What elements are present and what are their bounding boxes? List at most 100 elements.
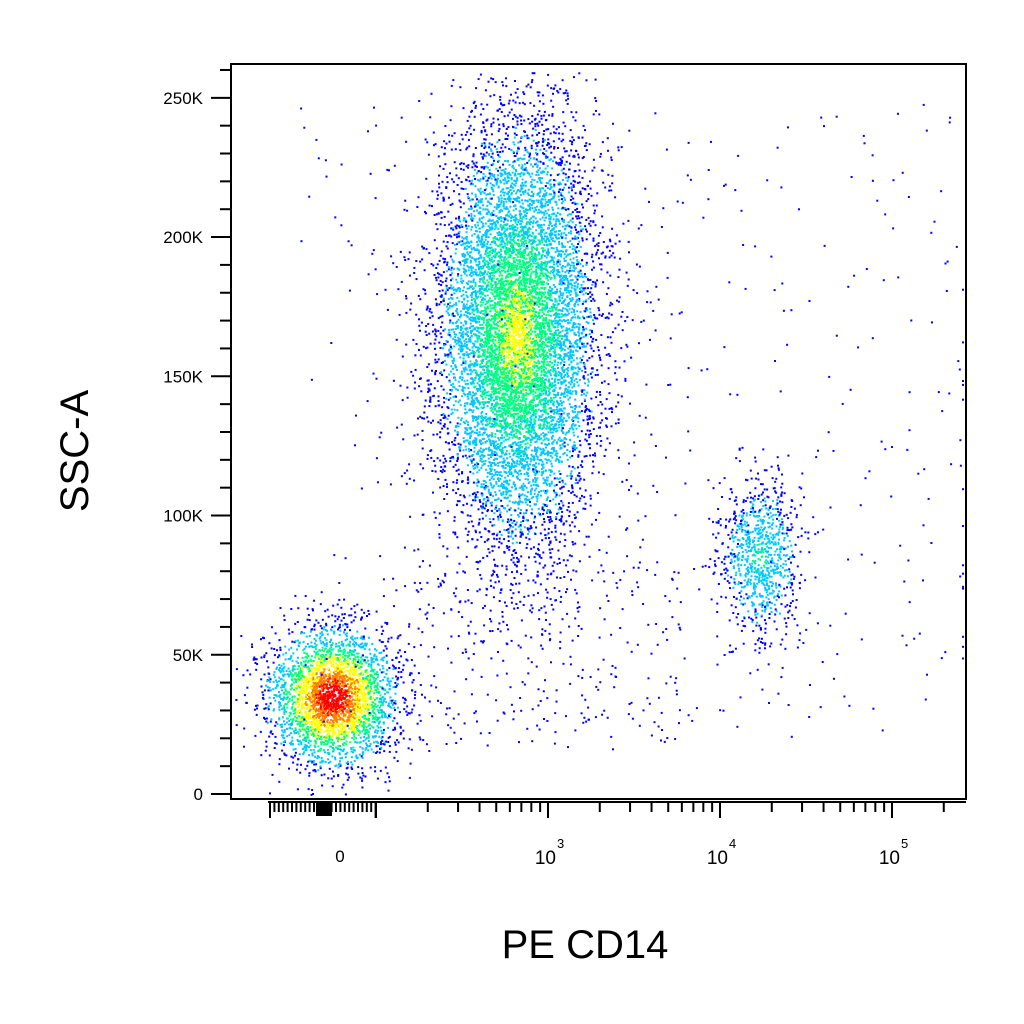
- event-dot: [337, 685, 340, 688]
- event-dot: [502, 369, 505, 372]
- event-dot: [314, 693, 317, 696]
- event-dot: [315, 723, 318, 726]
- event-dot: [446, 340, 449, 343]
- event-dot: [378, 716, 381, 719]
- event-dot: [545, 534, 548, 537]
- event-dot: [273, 708, 276, 711]
- event-dot: [501, 287, 504, 289]
- event-dot: [351, 687, 354, 690]
- event-dot: [332, 713, 335, 716]
- event-dot: [519, 443, 522, 446]
- event-dot: [503, 262, 506, 264]
- event-dot: [364, 656, 367, 659]
- event-dot: [279, 649, 282, 651]
- event-dot: [316, 653, 319, 656]
- event-dot: [359, 776, 362, 779]
- event-dot: [326, 680, 329, 683]
- event-dot: [306, 764, 309, 767]
- event-dot: [274, 687, 277, 690]
- event-dot: [469, 338, 472, 341]
- event-dot: [296, 720, 299, 723]
- event-dot: [312, 793, 314, 795]
- event-dot: [300, 674, 303, 677]
- event-dot: [353, 759, 356, 762]
- event-dot: [334, 725, 337, 728]
- event-dot: [276, 683, 279, 686]
- event-dot: [289, 671, 292, 674]
- event-dot: [337, 628, 339, 631]
- event-dot: [290, 678, 293, 681]
- event-dot: [351, 654, 354, 656]
- event-dot: [355, 754, 358, 757]
- event-dot: [372, 681, 375, 684]
- event-dot: [451, 272, 454, 275]
- event-dot: [279, 667, 281, 669]
- event-dot: [352, 704, 355, 707]
- event-dot: [327, 702, 330, 705]
- event-dot: [323, 707, 326, 710]
- event-dot: [329, 709, 332, 712]
- event-dot: [338, 723, 341, 726]
- event-dot: [492, 267, 495, 270]
- event-dot: [362, 774, 365, 777]
- event-dot: [278, 695, 281, 697]
- event-dot: [506, 403, 509, 406]
- event-dot: [324, 708, 327, 711]
- event-dot: [283, 684, 286, 687]
- event-dot: [493, 413, 496, 416]
- event-dot: [273, 671, 276, 674]
- event-dot: [514, 271, 517, 274]
- event-dot: [346, 778, 349, 781]
- event-dot: [361, 747, 364, 750]
- event-dot: [351, 689, 354, 692]
- event-dot: [380, 658, 383, 661]
- event-dot: [328, 730, 331, 732]
- event-dot: [538, 100, 541, 103]
- event-dot: [626, 284, 629, 287]
- event-dot: [560, 423, 563, 426]
- event-dot: [517, 437, 520, 440]
- event-dot: [308, 691, 311, 694]
- event-dot: [329, 685, 332, 688]
- event-dot: [599, 393, 602, 396]
- event-dot: [319, 765, 322, 768]
- event-dot: [269, 702, 272, 705]
- event-dot: [459, 206, 462, 209]
- event-dot: [504, 256, 507, 259]
- event-dot: [292, 709, 295, 712]
- event-dot: [312, 721, 315, 724]
- event-dot: [524, 452, 527, 455]
- event-dot: [294, 672, 297, 675]
- event-dot: [549, 431, 552, 434]
- event-dot: [354, 687, 356, 690]
- event-dot: [352, 716, 355, 719]
- event-dot: [301, 669, 304, 672]
- event-dot: [278, 664, 281, 666]
- event-dot: [375, 649, 378, 652]
- event-dot: [478, 217, 481, 220]
- event-dot: [326, 704, 328, 707]
- event-dot: [302, 649, 305, 652]
- event-dot: [485, 358, 488, 360]
- event-dot: [624, 320, 627, 323]
- event-dot: [266, 680, 269, 682]
- event-dot: [316, 727, 319, 730]
- event-dot: [303, 737, 306, 740]
- event-dot: [315, 647, 317, 650]
- event-dot: [316, 650, 319, 653]
- event-dot: [455, 325, 458, 328]
- event-dot: [548, 393, 551, 396]
- event-dot: [403, 701, 406, 704]
- event-dot: [341, 786, 344, 789]
- event-dot: [516, 152, 518, 155]
- event-dot: [541, 343, 544, 346]
- event-dot: [491, 289, 494, 291]
- event-dot: [534, 374, 537, 377]
- event-dot: [264, 707, 267, 710]
- event-dot: [346, 720, 349, 723]
- event-dot: [498, 438, 501, 441]
- event-dot: [526, 236, 529, 239]
- event-dot: [305, 687, 308, 690]
- event-dot: [339, 763, 342, 766]
- event-dot: [442, 240, 445, 243]
